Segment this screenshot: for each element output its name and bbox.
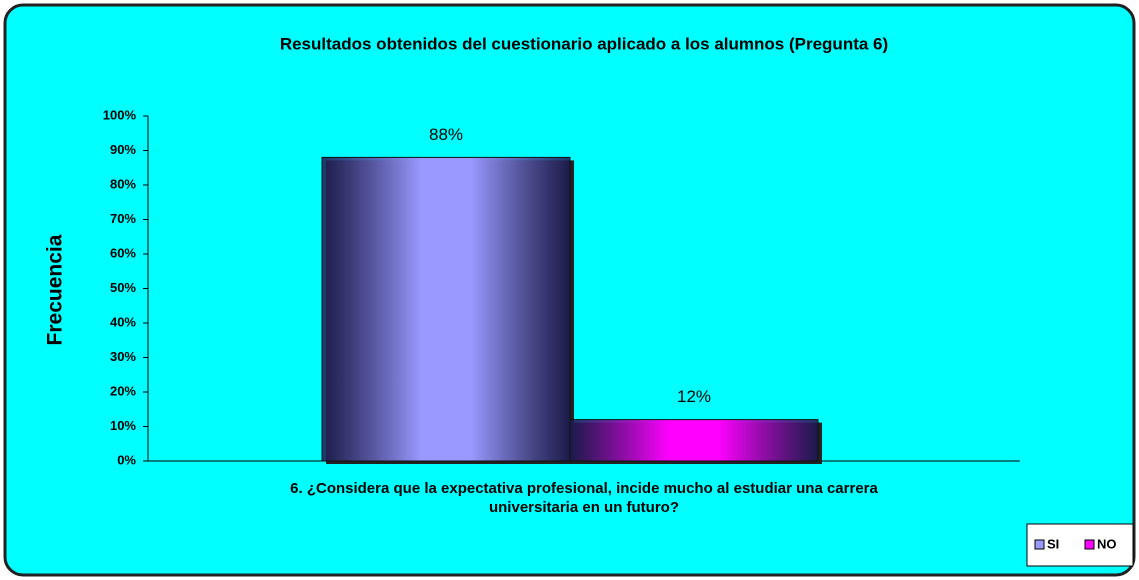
y-tick-label: 90% bbox=[110, 142, 136, 157]
data-label: 88% bbox=[429, 125, 463, 144]
y-tick-label: 50% bbox=[110, 280, 136, 295]
y-tick-label: 100% bbox=[103, 107, 137, 122]
legend-swatch bbox=[1034, 539, 1045, 550]
y-tick-label: 0% bbox=[117, 452, 136, 467]
chart-title: Resultados obtenidos del cuestionario ap… bbox=[280, 34, 888, 53]
y-tick-label: 60% bbox=[110, 245, 136, 260]
y-tick-label: 70% bbox=[110, 211, 136, 226]
y-tick-label: 30% bbox=[110, 349, 136, 364]
x-tick-label-box: 6. ¿Considera que la expectativa profesi… bbox=[290, 480, 878, 516]
bar bbox=[569, 419, 819, 462]
legend bbox=[1026, 523, 1134, 567]
legend-label: SI bbox=[1047, 536, 1059, 551]
y-tick-label: 20% bbox=[110, 383, 136, 398]
y-tick-label: 40% bbox=[110, 314, 136, 329]
legend-label: NO bbox=[1097, 536, 1117, 551]
y-axis-label: Frecuencia bbox=[44, 234, 67, 345]
y-tick-label: 10% bbox=[110, 418, 136, 433]
x-tick-label: 6. ¿Considera que la expectativa profesi… bbox=[290, 480, 878, 516]
bar bbox=[321, 156, 571, 462]
y-tick-label: 80% bbox=[110, 176, 136, 191]
legend-swatch bbox=[1084, 539, 1095, 550]
data-label: 12% bbox=[677, 387, 711, 406]
